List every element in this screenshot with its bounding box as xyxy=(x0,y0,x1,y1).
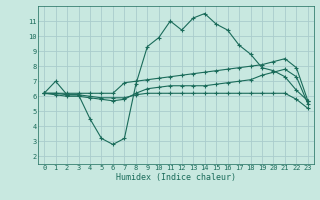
X-axis label: Humidex (Indice chaleur): Humidex (Indice chaleur) xyxy=(116,173,236,182)
